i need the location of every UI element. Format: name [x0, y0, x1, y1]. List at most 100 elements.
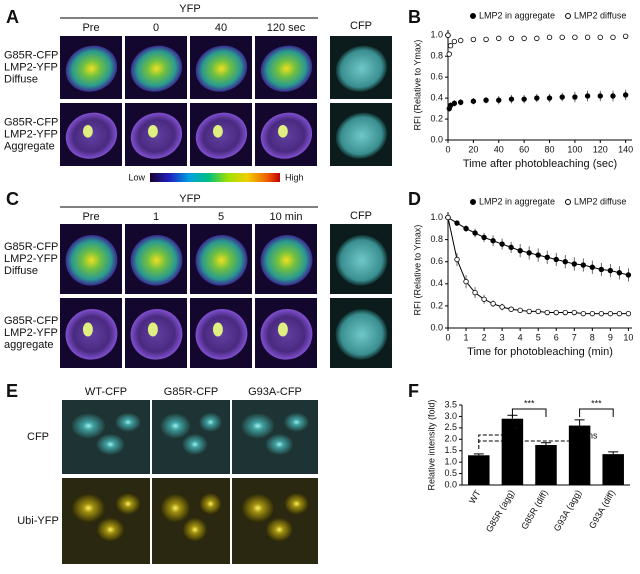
cell [130, 235, 183, 286]
x-tick-label: G85R (agg) [484, 488, 516, 534]
aggregate [82, 125, 93, 138]
significance-bracket [478, 440, 581, 449]
y-tick-label: 0.2 [430, 300, 443, 310]
y-tick-label: 0.0 [430, 134, 443, 144]
legend-label: LMP2 diffuse [574, 196, 626, 206]
point [607, 267, 614, 274]
column-label: WT-CFP [85, 386, 127, 398]
point [535, 308, 541, 315]
point [457, 37, 464, 44]
point [584, 34, 591, 41]
cell [160, 413, 191, 439]
y-tick-label: 0.0 [444, 479, 457, 489]
x-tick-label: 5 [536, 332, 541, 342]
point [454, 256, 460, 263]
point [546, 95, 553, 101]
cell [335, 309, 388, 360]
point [534, 95, 540, 101]
cell [284, 412, 309, 432]
point [597, 93, 603, 99]
cell [265, 434, 294, 455]
point [572, 94, 578, 100]
point [470, 36, 477, 43]
cell [115, 492, 141, 515]
point [625, 272, 632, 278]
x-tick-label: 60 [519, 144, 529, 154]
panel-label: A [6, 7, 19, 27]
column-label: 10 min [269, 211, 302, 223]
row-label: CFP [27, 431, 49, 443]
point [622, 92, 629, 98]
point [517, 247, 523, 254]
legend-label: LMP2 in aggregate [479, 196, 555, 206]
x-tick-label: 2 [482, 332, 487, 342]
y-tick-label: 0.4 [430, 278, 443, 288]
row-label: LMP2-YFP [4, 128, 58, 140]
cell [199, 412, 222, 432]
point [447, 43, 454, 49]
legend-marker [565, 13, 571, 19]
annotation: ns [588, 430, 598, 440]
y-tick-label: 1.0 [430, 212, 443, 222]
bar [535, 445, 557, 485]
x-tick-label: 7 [572, 332, 577, 342]
row-label: Aggregate [4, 140, 55, 152]
header: YFP [179, 193, 200, 205]
significance-bracket [478, 434, 513, 443]
aggregate [147, 125, 158, 138]
y-tick-label: 3.0 [444, 411, 457, 421]
point [546, 34, 553, 41]
point [544, 254, 550, 260]
cell [260, 235, 313, 286]
row-label: G85R-CFP [4, 241, 58, 253]
point [445, 32, 451, 38]
point [572, 34, 578, 41]
point [451, 100, 458, 107]
point [454, 220, 460, 226]
column-label: CFP [350, 210, 372, 222]
legend-label: LMP2 diffuse [574, 10, 626, 20]
x-tick-label: 140 [618, 144, 633, 154]
x-tick-label: G93A (agg) [552, 488, 584, 533]
point [521, 96, 527, 102]
aggregate [82, 322, 93, 337]
aggregate [212, 125, 223, 138]
y-tick-label: 0.6 [430, 72, 443, 82]
x-axis-label: Time for photobleaching (min) [467, 346, 613, 358]
y-tick-label: 0.2 [430, 113, 443, 123]
cell [199, 492, 222, 515]
point [562, 309, 568, 316]
aggregate [147, 322, 158, 337]
point [622, 33, 629, 39]
x-axis-label: Time after photobleaching (sec) [463, 158, 617, 170]
cell [182, 434, 208, 455]
cell [241, 493, 275, 523]
panel-label: D [408, 189, 421, 209]
cell [71, 493, 106, 523]
aggregate [277, 125, 288, 138]
point [472, 230, 478, 236]
point [559, 94, 565, 100]
point [571, 261, 577, 267]
x-tick-label: 40 [494, 144, 504, 154]
cell [335, 45, 388, 92]
x-tick-label: WT [467, 488, 483, 506]
y-tick-label: 0.8 [430, 51, 443, 61]
y-axis-label: Relative intensity (fold) [426, 399, 436, 490]
cell [115, 412, 141, 432]
point [610, 93, 616, 99]
point [499, 304, 505, 310]
point [625, 310, 632, 317]
point [534, 35, 540, 42]
point [544, 309, 550, 316]
y-axis-label: RFI (Relative to Ymax) [412, 40, 422, 131]
panel-label: E [6, 381, 18, 401]
point [535, 252, 541, 258]
annotation: * [514, 424, 518, 434]
column-label: G85R-CFP [164, 386, 218, 398]
point [490, 238, 496, 244]
point [526, 250, 532, 256]
y-tick-label: 0.6 [430, 256, 443, 266]
point [553, 256, 559, 263]
cell [335, 235, 388, 286]
